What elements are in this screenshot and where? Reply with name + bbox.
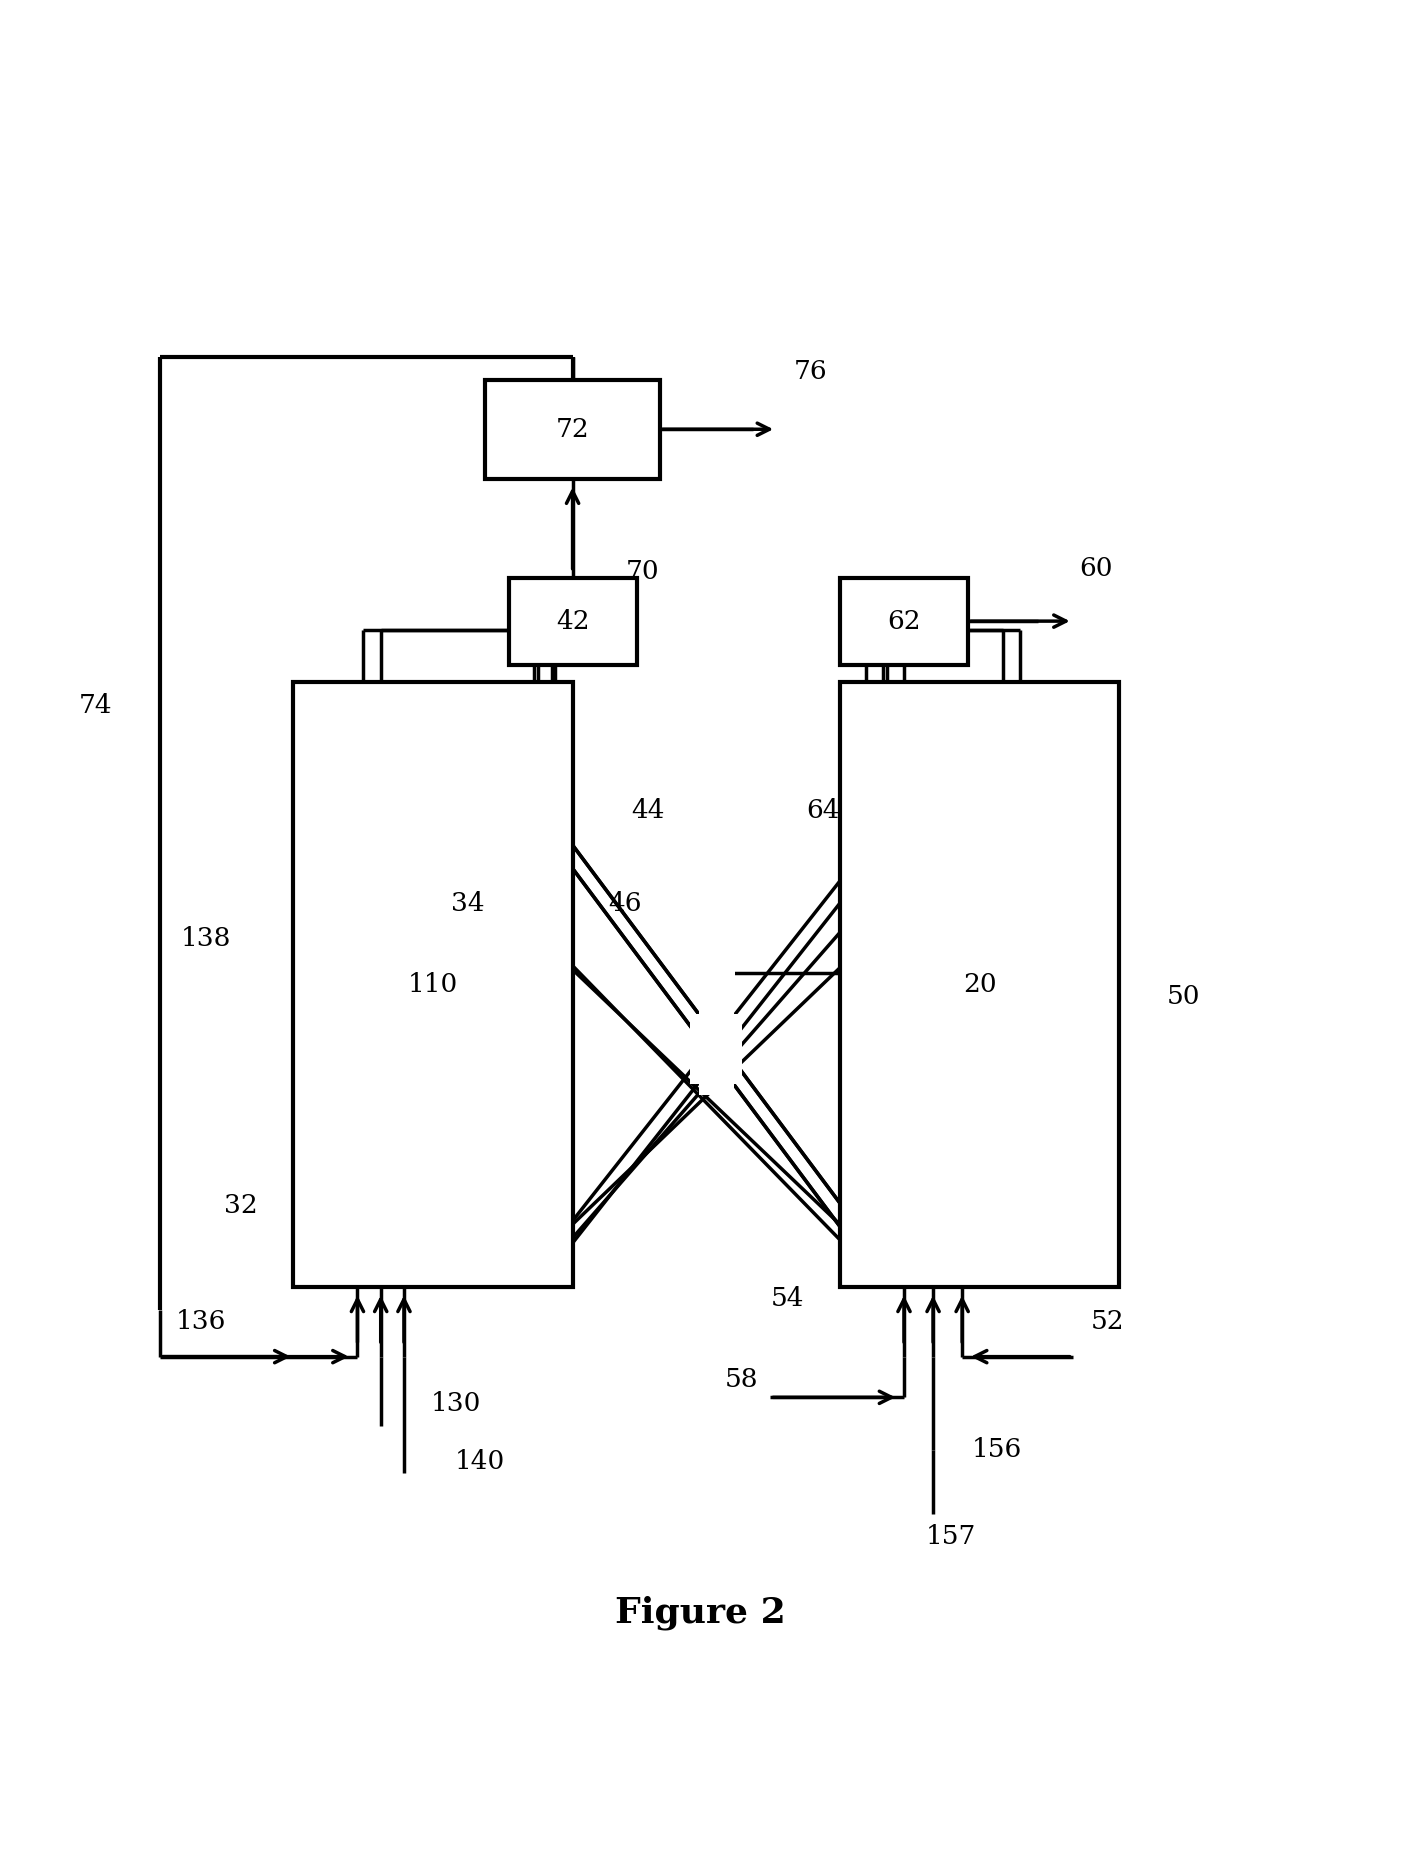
Bar	[677, 915, 736, 979]
Bar	[708, 1015, 743, 1084]
Bar	[699, 1004, 734, 1073]
Bar	[691, 1015, 726, 1084]
Text: 140: 140	[454, 1448, 504, 1475]
Text: 72: 72	[556, 416, 590, 441]
Text: 74: 74	[78, 692, 112, 719]
Text: 50: 50	[1167, 983, 1199, 1009]
Text: 62: 62	[887, 608, 920, 634]
Text: 42: 42	[556, 608, 590, 634]
Text: 46: 46	[608, 891, 642, 915]
Text: 34: 34	[451, 891, 485, 915]
Bar	[485, 379, 660, 478]
Text: 70: 70	[625, 559, 658, 583]
Bar	[509, 578, 636, 664]
Bar	[841, 578, 968, 664]
Text: 156: 156	[972, 1437, 1023, 1461]
Text: 32: 32	[224, 1193, 258, 1218]
Text: 64: 64	[806, 797, 839, 822]
Text: 58: 58	[724, 1368, 758, 1392]
Text: 76: 76	[794, 358, 828, 383]
Text: 54: 54	[771, 1285, 804, 1311]
Text: 130: 130	[432, 1390, 482, 1416]
Bar	[841, 683, 1119, 1287]
Bar	[293, 683, 573, 1287]
Text: 157: 157	[925, 1525, 975, 1550]
Text: 110: 110	[408, 972, 458, 996]
Text: 136: 136	[175, 1309, 226, 1334]
Text: 20: 20	[962, 972, 996, 996]
Text: 44: 44	[632, 797, 665, 822]
Text: 52: 52	[1091, 1309, 1125, 1334]
Bar	[699, 1026, 734, 1096]
Text: 138: 138	[181, 925, 231, 951]
Text: 60: 60	[1079, 557, 1112, 582]
Text: Figure 2: Figure 2	[615, 1595, 786, 1630]
